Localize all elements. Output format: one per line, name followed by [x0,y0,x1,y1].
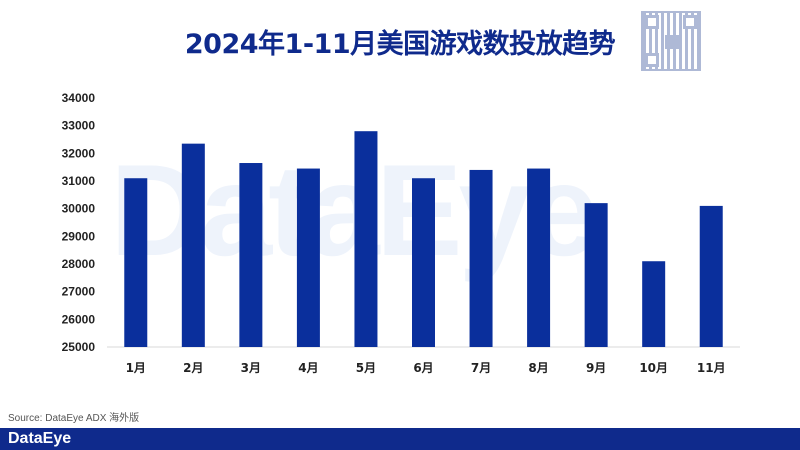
x-tick-label: 7月 [471,361,491,375]
bar-8月 [527,168,551,347]
x-tick-label: 4月 [298,361,318,375]
qr-code [641,11,701,71]
source-note: Source: DataEye ADX 海外版 [8,413,140,424]
x-tick-label: 1月 [126,361,146,375]
bar-4月 [296,168,320,347]
y-tick-label: 25000 [62,340,96,354]
y-tick-label: 27000 [62,285,96,299]
y-tick-label: 26000 [62,312,96,326]
brand-logo: DataEye [8,430,72,447]
bar-3月 [239,163,263,347]
y-tick-label: 32000 [62,146,96,160]
bar-1月 [124,178,148,347]
bar-6月 [412,178,435,347]
footer-bar: DataEye [0,428,800,450]
bar-2月 [181,143,205,347]
x-tick-label: 5月 [356,361,376,375]
chart-title: 2024年1-11月美国游戏数投放趋势 [184,29,616,60]
x-tick-label: 6月 [413,361,433,375]
x-tick-label: 8月 [528,361,548,375]
y-tick-label: 29000 [62,229,96,243]
x-tick-label: 3月 [241,361,261,375]
y-tick-label: 33000 [62,119,96,133]
x-tick-label: 11月 [697,361,726,375]
bar-9月 [584,203,608,347]
bar-chart: 25000 26000 27000 28000 29000 30000 31000 32000… [62,91,740,375]
bar-10月 [642,261,666,347]
x-tick-label: 9月 [586,361,606,375]
bar-7月 [469,169,493,347]
y-tick-label: 31000 [62,174,96,188]
bar-5月 [354,131,378,347]
y-tick-label: 34000 [62,91,96,105]
y-tick-label: 30000 [62,202,96,216]
x-tick-label: 2月 [183,361,203,375]
x-tick-label: 10月 [639,361,668,375]
bar-11月 [699,205,723,347]
y-tick-label: 28000 [62,257,96,271]
